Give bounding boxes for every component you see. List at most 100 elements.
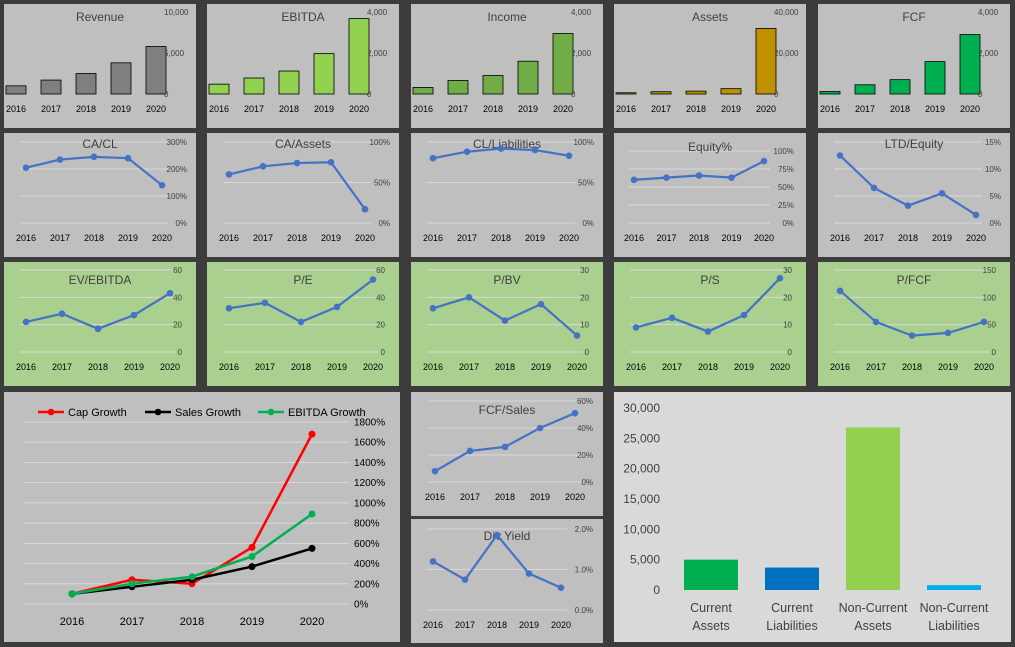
income-chart-panel: 0 2,000 4,000 Income 2016 2017 2018 2019 2020 <box>411 4 603 128</box>
p-fcf-chart-panel: 0 50 100 150 P/FCF 2016 2017 2018 2019 2020 <box>818 262 1010 386</box>
point-2020 <box>573 332 581 339</box>
legend-label-ebitda-growth: EBITDA Growth <box>288 407 366 419</box>
point-2016 <box>22 318 30 326</box>
x-tick-label: 2016 <box>219 233 239 243</box>
x-tick-label: 2016 <box>423 233 443 243</box>
bar-2016 <box>615 92 637 95</box>
category-label: Current <box>771 601 813 615</box>
point-2018 <box>90 153 98 161</box>
point-ebitda-growth-2016 <box>68 590 76 598</box>
pe-svg: 0 20 40 60 P/E 2016 2017 2018 2019 2020 <box>207 262 399 386</box>
category-label: Liabilities <box>766 619 817 633</box>
y-tick-label: 100% <box>370 138 390 147</box>
x-tick-label: 2019 <box>240 616 264 628</box>
point-2020 <box>565 152 573 160</box>
y-tick-label: 150 <box>983 266 997 275</box>
point-2017 <box>259 163 267 170</box>
x-tick-label: 2020 <box>355 233 375 243</box>
point-2020 <box>760 157 768 165</box>
y-tick-label: 20% <box>577 451 593 460</box>
bar-2019 <box>110 62 132 95</box>
point-2016 <box>429 558 437 565</box>
chart-background <box>411 392 603 516</box>
pe-chart-panel: 0 20 40 60 P/E 2016 2017 2018 2019 2020 <box>207 262 399 386</box>
balance-svg: 0 5,000 10,000 15,000 20,000 25,000 30,000 Curr… <box>614 392 1011 642</box>
y-tick-label: 200% <box>167 165 187 174</box>
point-2016 <box>836 287 844 295</box>
chart-background <box>614 392 1011 642</box>
point-2017 <box>58 310 66 318</box>
point-2017 <box>870 184 878 192</box>
ca-assets-svg: 0% 50% 100% CA/Assets 2016 2017 2018 2019 2020 <box>207 133 399 257</box>
y-tick-label: 0 <box>381 348 386 357</box>
bar-2018 <box>278 70 300 95</box>
chart-background <box>411 262 603 386</box>
pbv-chart-panel: 0 10 20 30 P/BV 2016 2017 2018 2019 2020 <box>411 262 603 386</box>
point-2016 <box>429 154 437 162</box>
x-tick-label: 2017 <box>52 362 72 372</box>
x-tick-label: 2020 <box>754 233 774 243</box>
x-tick-label: 2020 <box>756 104 776 114</box>
y-tick-label: 30 <box>580 266 589 275</box>
x-tick-label: 2016 <box>830 233 850 243</box>
point-ebitda-growth-2018 <box>188 573 196 581</box>
bar-2017 <box>650 91 672 95</box>
y-tick-label: 5% <box>989 192 1001 201</box>
div-yield-svg: 0.0% 1.0% 2.0% Div Yield 2016 2017 2018 2019 202… <box>411 519 603 643</box>
y-tick-label: 2.0% <box>575 525 593 534</box>
x-tick-label: 2020 <box>551 620 571 630</box>
point-2020 <box>369 276 377 283</box>
revenue-svg: 0 5,000 10,000 Revenue 2016 2017 2018 2019 2020 <box>4 4 196 128</box>
ebitda-title: EBITDA <box>281 10 324 24</box>
ev-ebitda-chart-panel: 0 20 40 60 EV/EBITDA 2016 2017 2018 2019 2020 <box>4 262 196 386</box>
x-tick-label: 2020 <box>770 362 790 372</box>
y-tick-label: 60 <box>173 266 182 275</box>
point-2017 <box>461 576 469 583</box>
x-tick-label: 2016 <box>60 616 84 628</box>
legend-marker-cap-growth <box>47 408 55 416</box>
y-tick-label: 25,000 <box>623 431 660 445</box>
y-tick-label: 0 <box>653 583 660 597</box>
legend-label-cap-growth: Cap Growth <box>68 407 127 419</box>
ltd-equity-svg: 0% 5% 10% 15% LTD/Equity 2016 2017 2018 2019 2020 <box>818 133 1010 257</box>
x-tick-label: 2020 <box>559 233 579 243</box>
x-tick-label: 2017 <box>460 492 480 502</box>
y-tick-label: 10,000 <box>164 8 189 17</box>
point-2020 <box>361 205 369 213</box>
point-2018 <box>501 443 509 451</box>
ca-assets-chart-panel: 0% 50% 100% CA/Assets 2016 2017 2018 2019 2020 <box>207 133 399 257</box>
div-yield-title: Div Yield <box>484 529 531 543</box>
equity-pct-svg: 0% 25% 50% 75% 100% Equity% 2016 2017 2018 2019 20… <box>614 133 806 257</box>
assets-title: Assets <box>692 10 728 24</box>
y-tick-label: 20,000 <box>774 49 799 58</box>
x-tick-label: 2017 <box>255 362 275 372</box>
x-tick-label: 2018 <box>898 233 918 243</box>
y-tick-label: 30 <box>783 266 792 275</box>
x-tick-label: 2016 <box>626 362 646 372</box>
category-label: Assets <box>692 619 730 633</box>
y-tick-label: 0% <box>989 219 1001 228</box>
x-tick-label: 2017 <box>656 233 676 243</box>
ps-svg: 0 10 20 30 P/S 2016 2017 2018 2019 2020 <box>614 262 806 386</box>
point-2019 <box>130 311 138 319</box>
category-label: Non-Current <box>839 601 908 615</box>
bar-2017 <box>243 77 265 95</box>
x-tick-label: 2020 <box>363 362 383 372</box>
point-2019 <box>728 174 735 181</box>
y-tick-label: 5,000 <box>630 553 660 567</box>
y-tick-label: 10 <box>580 321 589 330</box>
x-tick-label: 2019 <box>321 233 341 243</box>
x-tick-label: 2020 <box>349 104 369 114</box>
pe-title: P/E <box>293 273 312 287</box>
point-2019 <box>525 570 533 577</box>
x-tick-label: 2018 <box>483 104 503 114</box>
point-2017 <box>663 174 670 181</box>
x-tick-label: 2017 <box>864 233 884 243</box>
y-tick-label: 20 <box>783 293 792 302</box>
y-tick-label: 50% <box>578 179 594 188</box>
y-tick-label: 0.0% <box>575 606 593 615</box>
y-tick-label: 100% <box>774 147 794 156</box>
x-tick-label: 2020 <box>565 492 585 502</box>
ebitda-svg: 0 2,000 4,000 EBITDA 2016 2017 2018 2019 2020 <box>207 4 399 128</box>
point-2017 <box>872 318 880 326</box>
